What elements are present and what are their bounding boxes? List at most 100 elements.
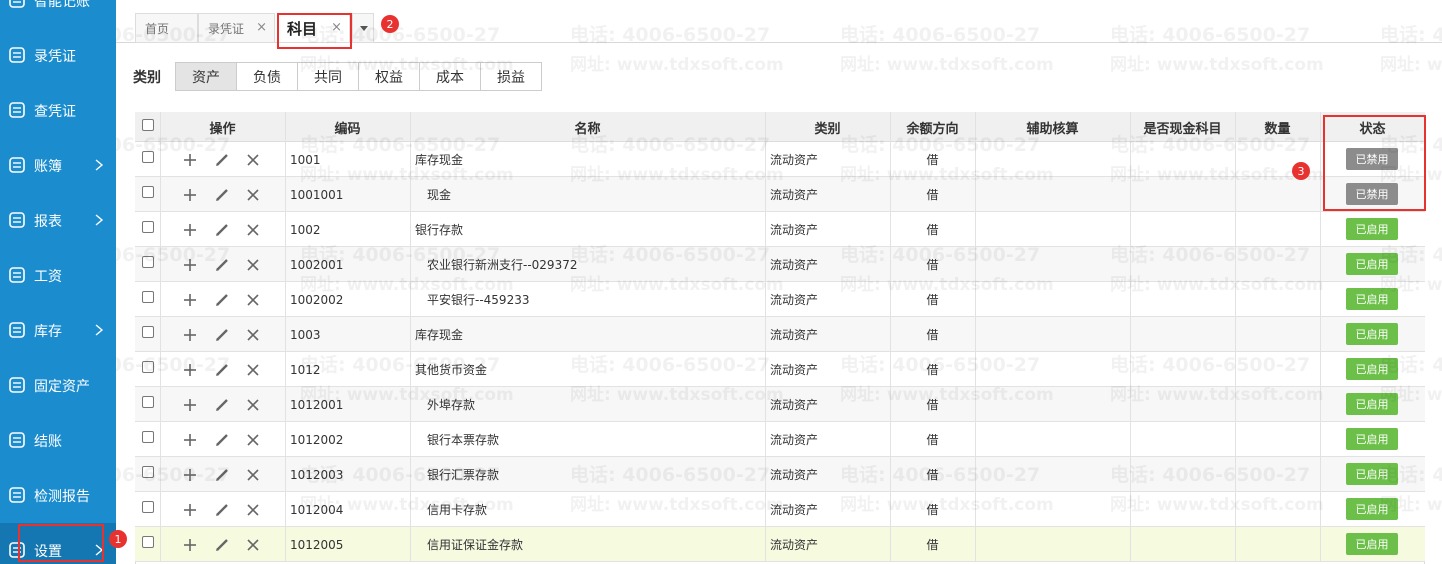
tab[interactable]: 录凭证 × [198, 13, 275, 43]
annotation-badge: 2 [381, 15, 399, 33]
sidebar-item[interactable]: 智能记账 [0, 0, 116, 27]
table-row [135, 492, 1425, 527]
edit-icon [216, 364, 228, 376]
filter-option[interactable]: 负债 [236, 62, 298, 91]
cell-name: 银行汇票存款 [427, 468, 500, 482]
status-button[interactable]: 已启用 [1346, 358, 1398, 380]
table-row [135, 177, 1425, 212]
status-button[interactable]: 已启用 [1346, 288, 1398, 310]
status-button[interactable]: 已启用 [1346, 393, 1398, 415]
edit-icon [216, 294, 228, 306]
column-divider [1235, 112, 1236, 562]
sidebar-item[interactable]: 账簿 [0, 138, 116, 192]
filter-option[interactable]: 共同 [297, 62, 359, 91]
checkbox[interactable] [142, 256, 154, 268]
checkbox[interactable] [142, 221, 154, 233]
column-header: 编码 [334, 121, 361, 137]
column-header: 余额方向 [906, 121, 959, 137]
checkbox[interactable] [142, 186, 154, 198]
cell-code: 1002 [290, 222, 321, 237]
dropdown-arrow [360, 26, 368, 31]
cell-category: 流动资产 [770, 433, 819, 447]
sidebar-item[interactable]: 工资 [0, 248, 116, 302]
sidebar-label: 报表 [34, 214, 62, 230]
filter-option[interactable]: 资产 [175, 62, 237, 91]
status-button[interactable]: 已禁用 [1346, 148, 1398, 170]
delete-icon [247, 259, 259, 271]
tab-close[interactable]: × [331, 20, 342, 35]
checkbox[interactable] [142, 151, 154, 163]
filter-option[interactable]: 损益 [480, 62, 542, 91]
checkbox[interactable] [142, 326, 154, 338]
tab-bar [116, 42, 1442, 43]
cell-code: 1012005 [290, 537, 344, 552]
sidebar-icon [9, 102, 25, 118]
checkbox[interactable] [142, 466, 154, 478]
cell-name: 平安银行--459233 [427, 293, 530, 307]
sidebar-label: 结账 [34, 434, 62, 450]
status-button[interactable]: 已启用 [1346, 323, 1398, 345]
filter-label: 类别 [133, 70, 161, 86]
filter-option[interactable]: 成本 [419, 62, 481, 91]
sidebar-label: 库存 [34, 324, 62, 340]
checkbox[interactable] [142, 501, 154, 513]
edit-icon [216, 399, 228, 411]
sidebar-label: 工资 [34, 269, 62, 285]
cell-code: 1002002 [290, 292, 344, 307]
cell-code: 1012003 [290, 467, 344, 482]
tab-dropdown[interactable] [352, 13, 374, 43]
annotation-badge: 1 [109, 530, 127, 548]
checkbox[interactable] [142, 291, 154, 303]
cell-direction: 借 [926, 153, 939, 167]
status-button[interactable]: 已启用 [1346, 218, 1398, 240]
sidebar-icon [9, 487, 25, 503]
delete-icon [247, 224, 259, 236]
cell-code: 1003 [290, 327, 321, 342]
add-icon [184, 154, 196, 166]
status-button[interactable]: 已启用 [1346, 533, 1398, 555]
sidebar-icon [9, 377, 25, 393]
edit-icon [216, 539, 228, 551]
sidebar-item[interactable]: 查凭证 [0, 83, 116, 137]
filter-option[interactable]: 权益 [358, 62, 420, 91]
submenu-arrow [95, 159, 104, 171]
cell-category: 流动资产 [770, 363, 819, 377]
checkbox[interactable] [142, 431, 154, 443]
sidebar-icon [9, 212, 25, 228]
add-icon [184, 364, 196, 376]
sidebar-item[interactable]: 库存 [0, 303, 116, 357]
status-button[interactable]: 已启用 [1346, 428, 1398, 450]
table-row [135, 352, 1425, 387]
cell-code: 1012002 [290, 432, 344, 447]
checkbox[interactable] [142, 396, 154, 408]
checkbox[interactable] [142, 119, 154, 131]
cell-category: 流动资产 [770, 223, 819, 237]
cell-direction: 借 [926, 293, 939, 307]
status-button[interactable]: 已禁用 [1346, 183, 1398, 205]
sidebar-item[interactable]: 录凭证 [0, 28, 116, 82]
edit-icon [216, 189, 228, 201]
sidebar-item[interactable]: 固定资产 [0, 358, 116, 412]
table-row [135, 212, 1425, 247]
checkbox[interactable] [142, 536, 154, 548]
cell-direction: 借 [926, 328, 939, 342]
checkbox[interactable] [142, 361, 154, 373]
sidebar-item[interactable]: 检测报告 [0, 468, 116, 522]
sidebar-item[interactable]: 报表 [0, 193, 116, 247]
status-button[interactable]: 已启用 [1346, 463, 1398, 485]
sidebar-icon [9, 322, 25, 338]
cell-code: 1012001 [290, 397, 344, 412]
sidebar-item[interactable]: 结账 [0, 413, 116, 467]
column-divider [765, 112, 766, 562]
edit-icon [216, 224, 228, 236]
cell-category: 流动资产 [770, 468, 819, 482]
submenu-arrow [95, 214, 104, 226]
tab-close[interactable]: × [256, 20, 267, 35]
delete-icon [247, 364, 259, 376]
tab[interactable]: 首页 [135, 13, 198, 43]
status-button[interactable]: 已启用 [1346, 253, 1398, 275]
column-divider [1130, 112, 1131, 562]
column-divider [890, 112, 891, 562]
watermark-site: 网址: www.tdxsoft.com [570, 55, 784, 75]
status-button[interactable]: 已启用 [1346, 498, 1398, 520]
